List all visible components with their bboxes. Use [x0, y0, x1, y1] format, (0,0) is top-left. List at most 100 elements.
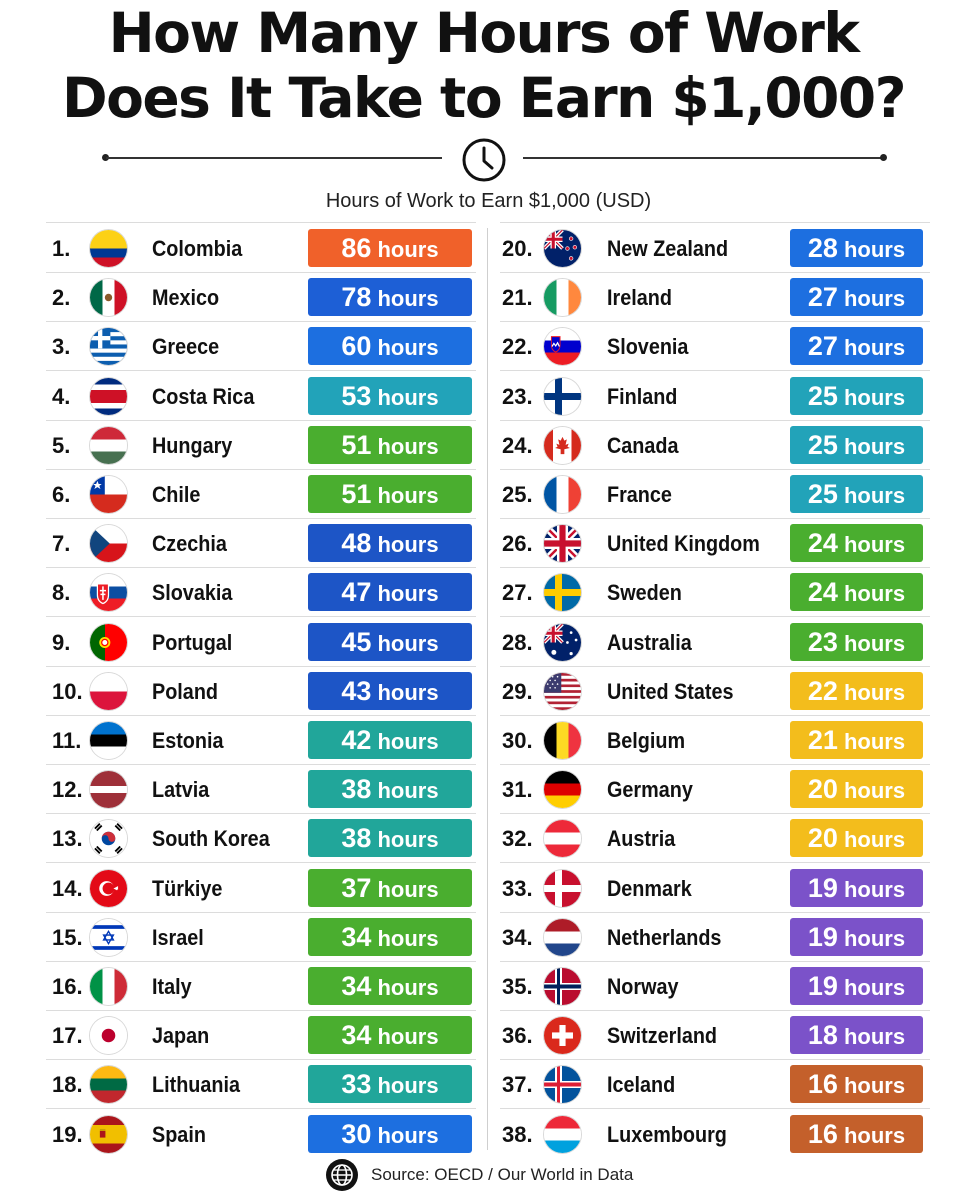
row-divider [500, 665, 930, 667]
hours-badge: 24 hours [790, 573, 923, 612]
rank-number: 31. [502, 777, 533, 803]
hours-value: 37 [341, 872, 372, 903]
row-divider [46, 567, 476, 569]
country-name: Colombia [152, 236, 243, 261]
country-name: Switzerland [607, 1023, 718, 1049]
hours-value: 25 [807, 479, 838, 509]
table-row: 19. Spain 30 hours [46, 1110, 476, 1159]
rank-number: 2. [52, 285, 71, 311]
hours-value: 19 [807, 971, 838, 1001]
page-title-line-2: Does It Take to Earn $1,000? [61, 66, 907, 130]
rank-number: 26. [502, 531, 533, 557]
country-name: Hungary [152, 432, 233, 458]
divider-left [106, 157, 442, 159]
hours-value: 30 [341, 1118, 372, 1149]
japan-flag-icon [90, 1017, 127, 1055]
chart-subtitle: Hours of Work to Earn $1,000 (USD) [325, 190, 652, 212]
hours-badge: 22 hours [790, 671, 923, 710]
hours-value: 23 [807, 626, 838, 657]
row-divider [500, 813, 930, 815]
country-name: Poland [152, 678, 219, 704]
hours-unit: hours [843, 532, 906, 558]
hours-value: 25 [807, 380, 838, 411]
rank-number: 19. [52, 1121, 83, 1147]
country-name: Australia [607, 629, 692, 655]
hours-badge: 25 hours [790, 425, 923, 464]
hours-value: 51 [341, 429, 372, 460]
table-row: 5. Hungary 51 hours [46, 421, 476, 470]
row-divider [500, 1010, 930, 1011]
hours-badge: 34 hours [308, 917, 472, 956]
rank-number: 29. [502, 678, 533, 704]
hours-badge: 30 hours [308, 1114, 472, 1153]
country-name: Slovenia [607, 334, 689, 360]
country-name: Mexico [152, 285, 220, 311]
row-divider [500, 419, 930, 421]
hours-unit: hours [377, 532, 439, 558]
row-divider [46, 321, 476, 323]
hours-value: 43 [341, 675, 372, 706]
united-kingdom-flag-icon [544, 525, 581, 563]
hours-badge: 24 hours [790, 524, 923, 563]
hours-unit: hours [377, 925, 439, 951]
ireland-flag-icon [544, 279, 581, 317]
hours-unit: hours [843, 286, 906, 312]
row-divider [46, 1108, 476, 1110]
country-name: Slovakia [152, 580, 233, 606]
hours-unit: hours [377, 778, 439, 804]
hours-value: 34 [341, 971, 372, 1001]
rank-number: 25. [502, 482, 533, 507]
rank-number: 1. [52, 236, 71, 261]
hours-badge: 25 hours [790, 376, 923, 415]
row-divider [500, 370, 930, 372]
country-name: Belgium [607, 728, 686, 753]
costa-rica-flag-icon [90, 377, 127, 415]
estonia-flag-icon [90, 722, 127, 759]
rank-number: 22. [502, 334, 533, 360]
hours-badge: 48 hours [308, 524, 472, 563]
rank-number: 3. [52, 334, 71, 360]
country-name: Denmark [607, 875, 692, 901]
hours-badge: 86 hours [308, 229, 472, 267]
country-name: Israel [152, 924, 204, 950]
slovakia-flag-icon [90, 574, 127, 612]
hours-badge: 16 hours [790, 1114, 923, 1153]
hours-unit: hours [377, 483, 439, 508]
rank-number: 10. [52, 678, 83, 704]
czechia-flag-icon [90, 525, 127, 563]
hours-value: 47 [341, 577, 372, 608]
rank-number: 20. [502, 236, 533, 261]
row-divider [500, 1059, 930, 1061]
divider-dot-left [102, 154, 109, 161]
hours-value: 86 [341, 233, 372, 263]
row-divider [500, 272, 930, 273]
rank-number: 12. [52, 777, 83, 803]
globe-icon [326, 1159, 358, 1191]
country-name: Japan [152, 1023, 210, 1049]
table-row: 31. Germany 20 hours [500, 765, 930, 815]
rank-number: 9. [52, 629, 71, 655]
hours-badge: 19 hours [790, 967, 923, 1005]
row-divider [500, 764, 930, 765]
hours-unit: hours [843, 1122, 906, 1148]
hours-badge: 34 hours [308, 1016, 472, 1055]
hours-unit: hours [843, 975, 906, 1000]
hours-unit: hours [377, 876, 439, 902]
country-name: Canada [607, 432, 679, 458]
country-name: South Korea [152, 826, 270, 852]
row-divider [46, 714, 476, 716]
table-row: 14. Türkiye 37 hours [46, 864, 476, 913]
hours-unit: hours [377, 1024, 439, 1050]
norway-flag-icon [544, 968, 581, 1005]
new-zealand-flag-icon [544, 230, 581, 267]
table-row: 36. Switzerland 18 hours [500, 1011, 930, 1061]
rank-number: 33. [502, 875, 533, 901]
hours-unit: hours [377, 630, 439, 656]
table-row: 38. Luxembourg 16 hours [500, 1110, 930, 1159]
table-row: 27. Sweden 24 hours [500, 568, 930, 618]
latvia-flag-icon [90, 771, 127, 809]
hours-badge: 19 hours [790, 868, 923, 907]
table-row: 25. France 25 hours [500, 470, 930, 519]
country-name: Germany [607, 777, 693, 803]
hours-value: 24 [807, 528, 838, 559]
